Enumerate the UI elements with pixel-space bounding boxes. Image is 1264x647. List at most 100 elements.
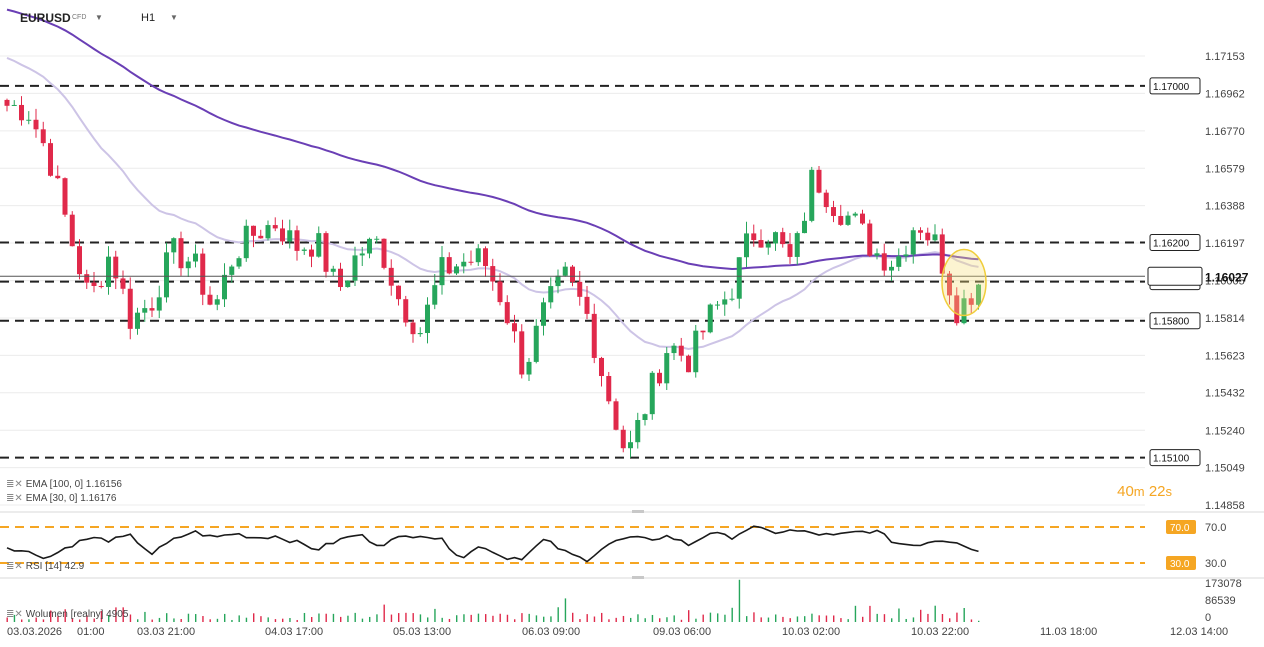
candle-body <box>40 129 46 144</box>
volume-bar <box>680 619 683 622</box>
candle-body <box>454 266 459 274</box>
candle-body <box>171 238 177 253</box>
settings-icon[interactable]: ≣✕ <box>6 561 23 572</box>
volume-bar <box>593 616 596 622</box>
volume-bar <box>731 607 733 622</box>
candle-body <box>251 225 256 236</box>
candle-countdown-timer: 40m 22s <box>1117 483 1172 500</box>
volume-bar <box>615 617 617 622</box>
x-tick-label: 03.03.2026 <box>7 626 62 638</box>
rsi-line <box>6 525 979 563</box>
candle-body <box>722 299 728 305</box>
candle-body <box>446 257 452 274</box>
volume-bar <box>506 614 509 622</box>
x-tick-label: 03.03 21:00 <box>137 626 195 638</box>
candle-body <box>11 104 17 106</box>
rsi-level-tag-text: 30.0 <box>1170 559 1190 570</box>
volume-bar <box>383 604 385 622</box>
volume-bar <box>521 613 523 622</box>
symbol-label[interactable]: EURUSD <box>20 11 71 25</box>
candle-body <box>744 233 749 258</box>
candle-body <box>432 285 438 305</box>
candle-body <box>55 175 61 179</box>
volume-bar <box>35 617 37 622</box>
volume-bar <box>804 616 806 622</box>
candle-body <box>113 256 119 279</box>
volume-bar <box>340 616 342 622</box>
volume-bar <box>57 616 59 622</box>
volume-bar <box>789 618 791 622</box>
settings-icon[interactable]: ≣✕ <box>6 479 23 490</box>
candle-body <box>164 252 169 298</box>
y-tick-label: 1.15432 <box>1205 388 1245 400</box>
y-tick-label: 1.16770 <box>1205 126 1245 138</box>
volume-bar <box>187 613 190 622</box>
volume-bar <box>376 614 378 622</box>
volume-bar <box>274 619 277 622</box>
candle-body <box>374 238 380 240</box>
candle-body <box>620 429 626 449</box>
candle-body <box>417 333 423 335</box>
volume-bar <box>695 618 697 622</box>
candle-body <box>541 302 546 326</box>
candle-body <box>69 214 75 247</box>
price-level-tag <box>1149 77 1201 95</box>
volume-bar <box>122 607 124 622</box>
candle-body <box>838 215 844 225</box>
candle-body <box>678 345 684 356</box>
chart-header: EURUSD CFD ▼ H1 ▼ <box>0 0 1264 32</box>
ema100-legend[interactable]: ≣✕ EMA [100, 0] 1.16156 <box>6 479 122 490</box>
candle-body <box>591 313 597 358</box>
volume-bar <box>564 598 567 622</box>
volume-bar <box>253 613 255 622</box>
timer-seconds-unit: s <box>1165 484 1173 499</box>
rsi-legend[interactable]: ≣✕ RSI [14] 42.9 <box>6 561 84 572</box>
price-level-tag-text: 1.15800 <box>1153 317 1190 328</box>
volume-bar <box>876 613 878 622</box>
settings-icon[interactable]: ≣✕ <box>6 609 23 620</box>
x-tick-label: 11.03 18:00 <box>1040 626 1097 638</box>
volume-bar <box>659 618 661 622</box>
volume-legend[interactable]: ≣✕ Wolumen [realny] 4905 <box>6 609 128 620</box>
candle-body <box>845 215 851 225</box>
timeframe-selector[interactable]: H1 <box>141 12 156 24</box>
settings-icon[interactable]: ≣✕ <box>6 493 23 504</box>
volume-bar <box>651 614 654 622</box>
symbol-dropdown-icon[interactable]: ▼ <box>95 13 103 22</box>
candle-body <box>483 248 488 267</box>
candle-body <box>475 248 481 263</box>
volume-bar <box>216 618 219 622</box>
volume-bar <box>840 618 842 622</box>
volume-bar <box>158 617 161 622</box>
candle-body <box>77 246 82 275</box>
candle-body <box>751 233 757 241</box>
x-tick-label: 10.03 22:00 <box>911 626 969 638</box>
volume-bar <box>100 611 103 622</box>
rsi-legend-text: RSI [14] 42.9 <box>25 561 85 572</box>
volume-bar <box>579 619 581 622</box>
candle-body <box>555 275 561 287</box>
ema30-legend[interactable]: ≣✕ EMA [30, 0] 1.16176 <box>6 493 116 504</box>
volume-bar <box>6 617 8 622</box>
volume-bar <box>622 615 625 622</box>
y-tick-label: 1.15623 <box>1205 350 1245 362</box>
candle-body <box>889 266 894 271</box>
volume-bar <box>927 613 929 622</box>
candle-body <box>874 253 880 256</box>
x-tick-label: 01:00 <box>77 626 105 638</box>
candle-body <box>613 401 619 430</box>
volume-bar <box>267 617 269 622</box>
volume-bar <box>64 609 66 622</box>
volume-bar <box>637 614 639 622</box>
volume-bar <box>963 607 965 622</box>
candle-body <box>120 278 126 289</box>
timeframe-dropdown-icon[interactable]: ▼ <box>170 13 178 22</box>
volume-bar <box>709 612 712 622</box>
volume-bar <box>941 613 944 622</box>
candle-body <box>671 345 677 354</box>
x-tick-label: 09.03 06:00 <box>653 626 711 638</box>
volume-bar <box>325 613 327 622</box>
volume-bar <box>485 614 487 622</box>
volume-bar <box>811 613 813 622</box>
